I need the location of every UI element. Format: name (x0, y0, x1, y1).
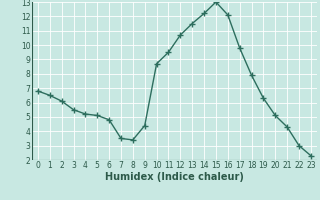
X-axis label: Humidex (Indice chaleur): Humidex (Indice chaleur) (105, 172, 244, 182)
